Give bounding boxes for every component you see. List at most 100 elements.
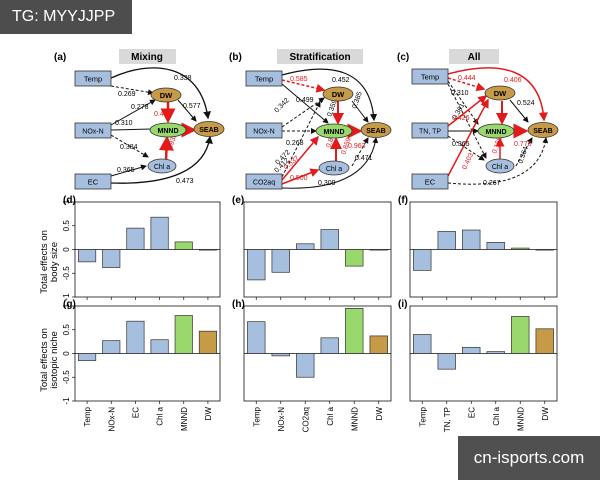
node-chl-label: Chl a (154, 164, 170, 171)
node-nutrient (74, 122, 112, 139)
x-tick-label: Chl a (492, 406, 501, 425)
edge (110, 85, 154, 96)
edge (110, 99, 156, 126)
path-coef: 0.499 (296, 97, 314, 104)
path-coef: 0.310 (451, 90, 469, 97)
bar (345, 249, 364, 267)
panel-letter: (f) (398, 195, 408, 206)
path-coef: 0.773 (514, 141, 532, 148)
path-coef: 0.269 (118, 91, 136, 98)
y-tick-label: 0.5 (62, 324, 71, 336)
panel-title-bg-b (277, 49, 363, 64)
bar (271, 353, 290, 357)
edge (281, 135, 319, 181)
edge (447, 80, 479, 125)
bar (511, 316, 530, 354)
bar (198, 249, 217, 251)
bar (126, 320, 145, 354)
bar (102, 249, 121, 268)
node-seab (527, 122, 559, 138)
node-temp (74, 70, 112, 87)
path-coef: 0.278 (131, 104, 149, 111)
node-nutrient-label: TN, TP (419, 129, 441, 136)
edge (281, 68, 378, 122)
bar (247, 249, 266, 281)
edge (281, 79, 326, 93)
ylabel-top-2: body size (49, 242, 60, 282)
bar (174, 241, 193, 250)
bar (369, 249, 388, 251)
node-seab-label: SEAB (199, 127, 218, 134)
node-nutrient (411, 122, 449, 139)
bar (486, 242, 505, 250)
x-tick-label: Temp (252, 406, 261, 426)
x-tick-label: NOx-N (277, 407, 286, 432)
node-dw (322, 86, 354, 102)
path-coef: 0.426 (154, 111, 172, 118)
edge (447, 98, 489, 177)
node-temp-label: Temp (84, 75, 102, 84)
ylabel-bottom-2: isotopic niche (49, 331, 60, 389)
path-coef: 0.963 (348, 143, 366, 150)
bar (486, 351, 505, 354)
node-seab-label: SEAB (533, 128, 552, 135)
path-coef: 0.338 (174, 75, 192, 82)
edge (351, 137, 369, 167)
path-coef: 0.364 (517, 146, 530, 165)
path-diagram-a: (a) Mixing 0.338 0.269 0.278 0.310 0.577… (54, 49, 225, 190)
node-ec (74, 173, 112, 190)
node-chl (485, 158, 515, 174)
node-chl (318, 160, 350, 176)
y-tick-label: 0 (62, 351, 71, 356)
bar (535, 249, 554, 251)
bar (198, 330, 217, 354)
path-coef: 0.268 (286, 140, 304, 147)
bar (271, 249, 290, 273)
edge (177, 99, 197, 122)
panel-title-bg-c (449, 49, 499, 64)
bar (345, 308, 364, 354)
panel-letter: (g) (63, 299, 76, 310)
x-tick-label: Chl a (326, 406, 335, 425)
y-tick-label: 0.5 (62, 220, 71, 232)
panel-letter: (i) (398, 299, 407, 310)
path-diagram-b: (b) Stratification 0.585 0.452 0.342 0.4… (229, 49, 392, 190)
bar (413, 334, 432, 354)
node-dw-label: DW (332, 90, 345, 99)
edge (509, 99, 529, 123)
node-ec (411, 173, 449, 190)
y-tick-label: -1 (62, 397, 71, 405)
x-tick-label: MNND (180, 407, 189, 431)
bar (247, 321, 266, 354)
bar (462, 229, 481, 250)
node-mnnd (149, 122, 187, 138)
x-tick-label: DW (204, 407, 213, 421)
x-tick-label: TN, TP (443, 407, 452, 432)
panel-letter-b: (b) (229, 52, 242, 63)
edge (447, 137, 549, 185)
bar (369, 335, 388, 354)
node-dw-label: DW (494, 89, 507, 98)
node-temp (411, 68, 449, 85)
bar (320, 229, 339, 250)
bar (150, 216, 169, 250)
node-chl-label: Chl a (326, 166, 342, 173)
ylabel-top-1: Total effects on (39, 230, 50, 294)
ylabel-bottom-1: Total effects on (39, 328, 50, 392)
path-coef: 0.309 (318, 180, 336, 187)
edge (281, 168, 320, 185)
node-dw (484, 85, 516, 101)
path-coef: 0.585 (290, 76, 308, 83)
bar (78, 353, 97, 361)
path-coef: 0.452 (332, 77, 350, 84)
bar (511, 247, 530, 250)
edge (447, 67, 548, 122)
node-mnnd-label: MNND (486, 129, 507, 136)
bar (320, 337, 339, 354)
edge (447, 77, 486, 92)
path-coef: 0.403 (461, 152, 475, 171)
bar (296, 353, 315, 378)
panel-title-c: All (468, 52, 481, 63)
bar (296, 243, 315, 250)
